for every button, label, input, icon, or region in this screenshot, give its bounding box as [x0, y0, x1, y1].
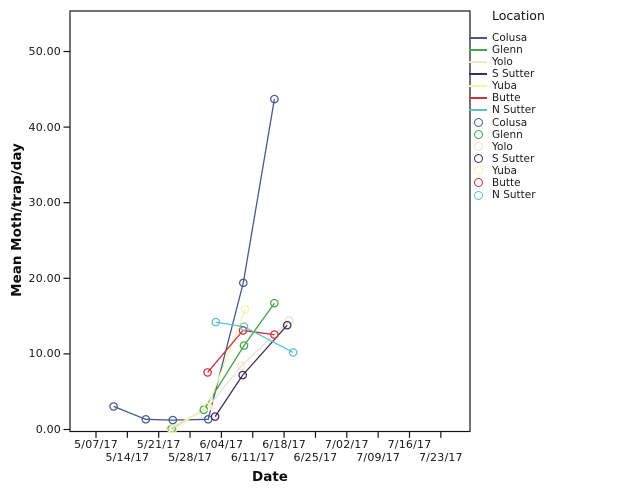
- line-colusa: [113, 98, 276, 421]
- marker-colusa: [109, 402, 118, 411]
- marker-s-sutter: [238, 370, 248, 380]
- marker-yuba: [203, 402, 213, 412]
- legend-item-label: Glenn: [492, 44, 523, 57]
- legend-item-marker-butte: Butte: [469, 177, 521, 189]
- legend-line-swatch: [469, 97, 487, 100]
- legend-item-marker-yolo: Yolo: [469, 141, 513, 153]
- line-s-sutter: [214, 324, 288, 417]
- legend-item-label: Butte: [492, 92, 521, 105]
- y-axis-title: Mean Moth/trap/day: [9, 143, 25, 297]
- legend-item-label: Butte: [492, 176, 521, 189]
- y-tick-label: 0.00: [35, 423, 61, 436]
- marker-colusa: [270, 94, 279, 104]
- y-tick-label: 30.00: [28, 196, 61, 210]
- legend-line-swatch: [469, 109, 487, 112]
- x-tick-label: 5/28/17: [168, 450, 212, 464]
- marker-n-sutter: [239, 322, 249, 332]
- marker-glenn: [270, 298, 279, 308]
- marker-colusa: [168, 415, 178, 425]
- legend-circle-swatch: [474, 142, 483, 152]
- x-tick-label: 5/14/17: [105, 450, 150, 464]
- x-tick-label: 6/04/17: [199, 437, 244, 451]
- legend-circle-swatch: [474, 178, 483, 188]
- marker-s-sutter: [210, 412, 220, 421]
- legend-item-line-yolo: Yolo: [469, 56, 513, 68]
- marker-butte: [238, 326, 248, 335]
- marker-colusa: [238, 278, 248, 288]
- legend-item-marker-glenn: Glenn: [469, 129, 523, 141]
- x-tick-label: 6/11/17: [230, 450, 275, 464]
- legend-item-label: Yolo: [492, 56, 513, 69]
- legend-circle-swatch: [474, 166, 483, 176]
- x-tick-label: 6/18/17: [262, 437, 306, 451]
- marker-yolo: [284, 316, 294, 325]
- x-axis-title: Date: [252, 469, 288, 485]
- legend-item-marker-yuba: Yuba: [469, 165, 517, 177]
- legend: Location Colusa Glenn Yolo S Sutter Yuba Butt…: [468, 8, 624, 218]
- legend-line-swatch: [469, 37, 487, 39]
- x-tick-label: 7/09/17: [356, 450, 401, 464]
- legend-item-label: N Sutter: [492, 104, 536, 117]
- marker-yuba: [240, 304, 250, 314]
- series-markers: [109, 94, 298, 434]
- legend-line-swatch: [469, 49, 487, 52]
- legend-line-swatch: [469, 73, 487, 76]
- line-n-sutter: [215, 321, 294, 353]
- legend-item-label: Colusa: [492, 116, 528, 129]
- legend-item-label: Yolo: [492, 140, 513, 153]
- legend-line-swatch: [469, 61, 487, 64]
- legend-item-line-yuba: Yuba: [469, 80, 517, 92]
- x-tick-label: 6/25/17: [293, 450, 338, 464]
- legend-item-marker-s-sutter: S Sutter: [469, 153, 534, 165]
- x-tick-label: 7/02/17: [324, 437, 369, 451]
- legend-title: Location: [492, 8, 545, 23]
- legend-item-label: Colusa: [492, 32, 528, 44]
- y-tick-label: 20.00: [28, 271, 61, 285]
- marker-colusa: [141, 414, 151, 424]
- legend-line-swatch: [469, 85, 487, 88]
- legend-item-line-colusa: Colusa: [469, 32, 527, 44]
- marker-butte: [270, 330, 279, 339]
- x-tick-label: 7/23/17: [418, 450, 463, 464]
- legend-circle-swatch: [474, 190, 483, 200]
- legend-item-line-s-sutter: S Sutter: [469, 68, 534, 80]
- y-tick-label: 40.00: [28, 120, 61, 134]
- legend-item-label: Glenn: [492, 128, 523, 141]
- plot-frame: [69, 10, 471, 433]
- legend-item-label: Yuba: [492, 164, 517, 177]
- series-lines: [113, 98, 294, 430]
- legend-item-label: S Sutter: [492, 68, 535, 81]
- marker-s-sutter: [282, 320, 292, 330]
- legend-item-marker-n-sutter: N Sutter: [469, 189, 536, 201]
- legend-item-line-glenn: Glenn: [469, 44, 523, 56]
- legend-item-line-butte: Butte: [469, 92, 521, 104]
- line-yolo: [170, 320, 290, 429]
- legend-circle-swatch: [474, 118, 483, 128]
- legend-item-marker-colusa: Colusa: [469, 117, 527, 129]
- y-tick-label: 10.00: [28, 347, 61, 361]
- y-tick-label: 50.00: [28, 45, 61, 58]
- marker-butte: [203, 368, 212, 377]
- x-tick-label: 7/16/17: [387, 437, 432, 451]
- legend-circle-swatch: [474, 130, 483, 140]
- marker-glenn: [239, 341, 249, 350]
- marker-n-sutter: [288, 348, 298, 357]
- legend-item-label: S Sutter: [492, 152, 535, 165]
- legend-circle-swatch: [474, 154, 483, 164]
- x-tick-label: 5/07/17: [74, 437, 118, 451]
- marker-yuba: [168, 424, 178, 434]
- legend-item-label: Yuba: [492, 80, 517, 93]
- marker-yolo: [236, 361, 246, 371]
- legend-item-line-n-sutter: N Sutter: [469, 104, 536, 116]
- x-tick-label: 5/21/17: [136, 437, 181, 451]
- legend-item-label: N Sutter: [492, 189, 536, 202]
- marker-n-sutter: [211, 317, 221, 327]
